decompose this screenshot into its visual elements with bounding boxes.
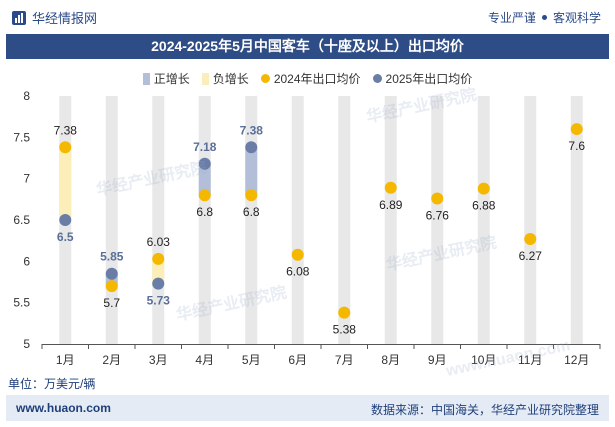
tagline-dot-icon [541, 15, 547, 20]
legend-label: 2024年出口均价 [273, 72, 361, 86]
x-tick-label: 1月 [56, 353, 75, 367]
x-tick-label: 3月 [149, 353, 168, 367]
legend-swatch [372, 74, 382, 83]
point-2024 [431, 192, 444, 205]
point-2024 [152, 252, 165, 265]
x-tick-label: 5月 [242, 353, 261, 367]
top-bar: 华经情报网 专业严谨 客观科学 [0, 0, 615, 34]
label-2024: 6.8 [243, 205, 260, 219]
legend-swatch [142, 72, 150, 85]
brand: 华经情报网 [12, 8, 97, 27]
label-2024: 5.38 [333, 323, 357, 337]
decrease-bar [152, 258, 165, 284]
category-column [198, 96, 211, 344]
label-2024: 6.88 [472, 199, 496, 213]
point-2025 [105, 267, 118, 280]
decrease-bar [59, 147, 72, 220]
label-2025: 5.73 [147, 294, 171, 308]
label-2025: 6.5 [57, 230, 74, 244]
tagline-1: 专业严谨 [487, 11, 536, 25]
point-2025 [198, 157, 211, 170]
point-2025 [59, 214, 72, 226]
increase-bar [245, 147, 258, 196]
y-tick-label: 7 [23, 172, 30, 186]
x-tick-label: 9月 [428, 353, 447, 367]
x-tick-label: 12月 [564, 353, 589, 367]
footer-source: 数据来源：中国海关，华经产业研究院整理 [370, 403, 599, 417]
point-2024 [570, 123, 583, 136]
point-2024 [245, 189, 258, 202]
brand-name: 华经情报网 [32, 11, 98, 26]
legend-item-decrease: 负增长 [201, 70, 249, 87]
category-column [338, 96, 351, 344]
category-column [384, 96, 397, 344]
x-tick-label: 8月 [381, 353, 400, 367]
point-2025 [245, 141, 258, 154]
point-2024 [338, 306, 351, 319]
x-tick-label: 6月 [288, 353, 307, 367]
label-2024: 6.27 [519, 249, 543, 263]
tagline-2: 客观科学 [552, 11, 601, 25]
label-2025: 5.85 [100, 250, 124, 264]
x-tick-label: 2月 [102, 353, 121, 367]
unit-label: 单位：万美元/辆 [8, 377, 96, 391]
label-2024: 6.03 [147, 235, 171, 249]
y-tick-label: 8 [23, 89, 30, 103]
y-tick-label: 6.5 [13, 213, 30, 227]
category-column [431, 96, 444, 344]
x-tick-label: 10月 [471, 353, 496, 367]
label-2024: 5.7 [103, 296, 120, 310]
chart-title: 2024-2025年5月中国客车（十座及以上）出口均价 [6, 34, 609, 59]
brand-logo-icon [12, 10, 26, 25]
legend-item-series2024: 2024年出口均价 [260, 70, 361, 87]
increase-bar [198, 163, 211, 196]
label-2024: 6.8 [196, 205, 213, 219]
label-2024: 6.89 [379, 198, 403, 212]
x-tick-label: 4月 [195, 353, 214, 367]
label-2025: 7.18 [193, 140, 217, 154]
legend-swatch [260, 74, 270, 83]
category-column [477, 96, 490, 344]
y-tick-label: 7.5 [13, 130, 30, 144]
point-2024 [477, 182, 490, 195]
point-2024 [291, 248, 304, 261]
footer-bar: www.huaon.com 数据来源：中国海关，华经产业研究院整理 [6, 395, 609, 421]
point-2024 [59, 141, 72, 154]
chart-legend: 正增长 负增长 2024年出口均价 2025年出口均价 [0, 70, 615, 87]
x-tick-label: 11月 [518, 353, 542, 367]
footer-site-link[interactable]: www.huaon.com [16, 401, 111, 415]
label-2024: 7.38 [54, 123, 78, 137]
label-2024: 6.08 [286, 265, 310, 279]
point-2024 [384, 181, 397, 194]
x-tick-label: 7月 [335, 353, 354, 367]
point-2025 [152, 277, 165, 290]
label-2024: 6.76 [426, 209, 450, 223]
category-column [291, 96, 304, 344]
y-tick-label: 5 [23, 337, 30, 351]
legend-swatch [201, 72, 209, 85]
legend-item-increase: 正增长 [142, 70, 190, 87]
point-2024 [524, 233, 537, 246]
y-tick-label: 6 [23, 254, 30, 268]
category-column [524, 96, 537, 344]
legend-label: 负增长 [212, 72, 249, 86]
point-2024 [198, 189, 211, 202]
tagline: 专业严谨 客观科学 [488, 9, 601, 26]
label-2024: 7.6 [568, 139, 585, 153]
category-column [570, 96, 583, 344]
legend-label: 正增长 [153, 72, 190, 86]
legend-label: 2025年出口均价 [385, 72, 473, 86]
y-tick-label: 5.5 [13, 296, 30, 310]
legend-item-series2025: 2025年出口均价 [372, 70, 473, 87]
label-2025: 7.38 [240, 123, 264, 137]
point-2024 [105, 280, 118, 293]
